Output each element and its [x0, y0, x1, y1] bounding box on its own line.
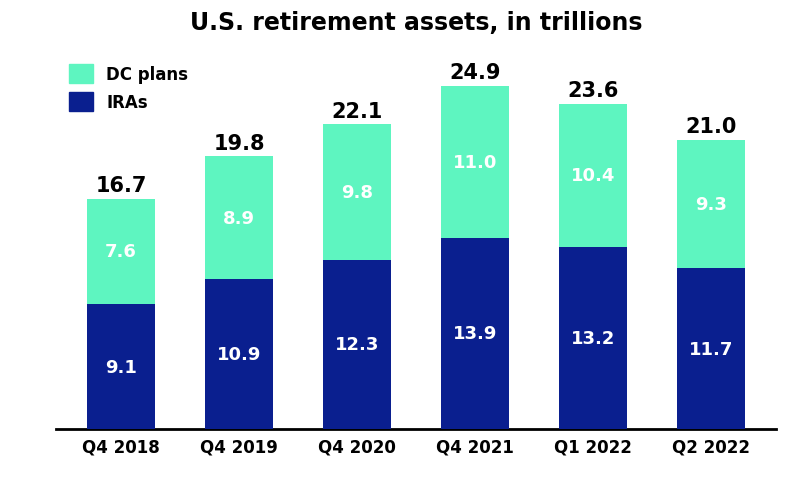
Text: 19.8: 19.8 — [214, 133, 265, 153]
Text: 21.0: 21.0 — [686, 117, 737, 137]
Title: U.S. retirement assets, in trillions: U.S. retirement assets, in trillions — [190, 11, 642, 35]
Text: 16.7: 16.7 — [95, 176, 146, 196]
Text: 11.7: 11.7 — [689, 340, 734, 358]
Bar — [677, 268, 746, 429]
Text: 7.6: 7.6 — [105, 243, 137, 261]
Bar — [205, 157, 273, 279]
Bar — [677, 141, 746, 268]
Text: 9.1: 9.1 — [105, 358, 137, 376]
Bar — [559, 248, 627, 429]
Bar — [322, 260, 391, 429]
Text: 10.9: 10.9 — [217, 346, 261, 364]
Text: 13.9: 13.9 — [453, 325, 498, 343]
Bar — [559, 104, 627, 248]
Bar — [86, 304, 155, 429]
Bar — [205, 279, 273, 429]
Text: 11.0: 11.0 — [453, 153, 498, 171]
Text: 12.3: 12.3 — [334, 336, 379, 354]
Text: 22.1: 22.1 — [331, 102, 382, 122]
Bar — [441, 86, 510, 238]
Text: 9.8: 9.8 — [341, 183, 373, 202]
Bar — [441, 238, 510, 429]
Text: 13.2: 13.2 — [571, 329, 615, 347]
Text: 9.3: 9.3 — [695, 195, 727, 213]
Bar — [322, 125, 391, 260]
Legend: DC plans, IRAs: DC plans, IRAs — [64, 60, 193, 117]
Text: 10.4: 10.4 — [571, 167, 615, 185]
Text: 8.9: 8.9 — [223, 209, 255, 227]
Text: 23.6: 23.6 — [567, 81, 618, 101]
Bar — [86, 200, 155, 304]
Text: 24.9: 24.9 — [450, 63, 501, 83]
